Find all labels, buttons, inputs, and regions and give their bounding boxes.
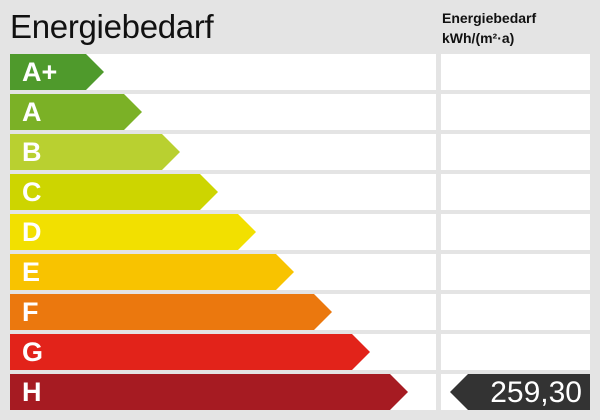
- class-label: A+: [22, 57, 58, 87]
- value-marker: 259,30: [450, 374, 590, 410]
- class-label: A: [22, 97, 42, 127]
- class-arrow: H: [10, 374, 408, 410]
- class-arrow: G: [10, 334, 370, 370]
- energy-class-row: E: [10, 254, 590, 290]
- value-cell: [441, 54, 590, 90]
- class-label: E: [22, 257, 41, 287]
- energy-class-row: G: [10, 334, 590, 370]
- column-title: Energiebedarf kWh/(m²·a): [442, 8, 536, 48]
- bar-track: E: [10, 254, 436, 290]
- class-label: D: [22, 217, 42, 247]
- class-label: B: [22, 137, 42, 167]
- value-cell: 259,30: [441, 374, 590, 410]
- column-title-line1: Energiebedarf: [442, 10, 537, 26]
- bar-track: G: [10, 334, 436, 370]
- bar-track: A+: [10, 54, 436, 90]
- bar-track: A: [10, 94, 436, 130]
- class-arrow: B: [10, 134, 180, 170]
- column-title-unit: kWh/(m²·a): [442, 30, 515, 46]
- value-text: 259,30: [490, 376, 582, 409]
- class-label: C: [22, 177, 42, 207]
- class-label: H: [22, 377, 42, 407]
- class-arrow: E: [10, 254, 294, 290]
- energy-class-row: C: [10, 174, 590, 210]
- bar-track: B: [10, 134, 436, 170]
- energy-class-row: B: [10, 134, 590, 170]
- value-cell: [441, 334, 590, 370]
- energy-class-row: A: [10, 94, 590, 130]
- class-arrow: C: [10, 174, 218, 210]
- bar-track: D: [10, 214, 436, 250]
- class-arrow: A+: [10, 54, 104, 90]
- class-arrow: D: [10, 214, 256, 250]
- energy-class-row: D: [10, 214, 590, 250]
- energy-class-row: H 259,30: [10, 374, 590, 410]
- class-label: G: [22, 337, 44, 367]
- value-cell: [441, 134, 590, 170]
- page-title: Energiebedarf: [10, 8, 214, 45]
- class-arrow: A: [10, 94, 142, 130]
- value-cell: [441, 254, 590, 290]
- bar-track: H: [10, 374, 436, 410]
- value-cell: [441, 214, 590, 250]
- class-arrow: F: [10, 294, 332, 330]
- bar-track: F: [10, 294, 436, 330]
- energy-class-row: F: [10, 294, 590, 330]
- class-label: F: [22, 297, 39, 327]
- bar-track: C: [10, 174, 436, 210]
- value-cell: [441, 174, 590, 210]
- value-cell: [441, 294, 590, 330]
- value-cell: [441, 94, 590, 130]
- energy-class-row: A+: [10, 54, 590, 90]
